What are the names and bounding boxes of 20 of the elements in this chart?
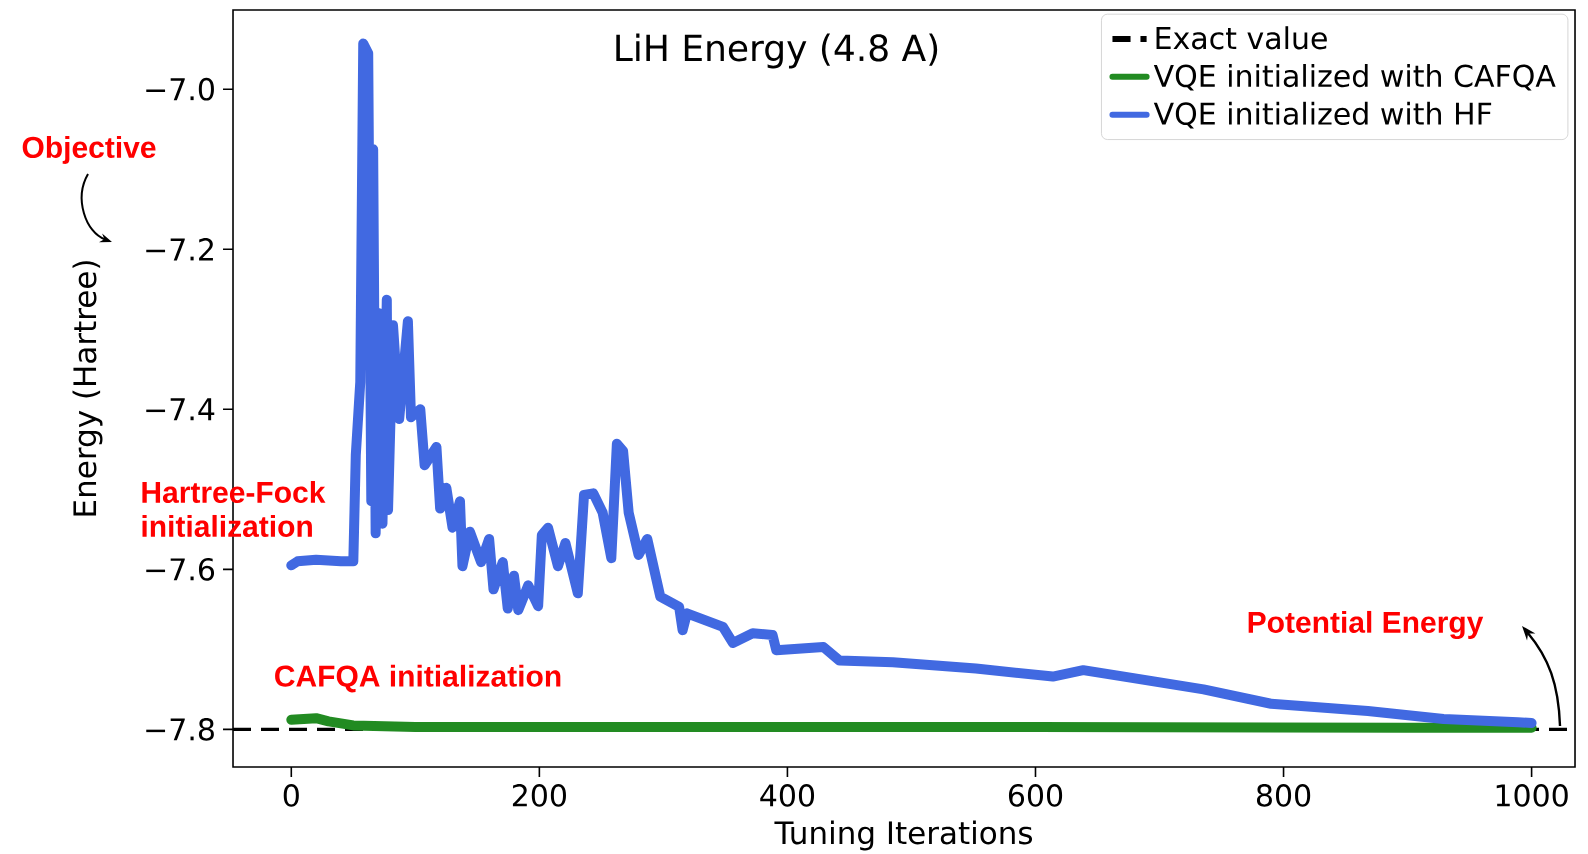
x-tick-label: 800	[1256, 784, 1311, 807]
text: Objective	[22, 136, 156, 164]
annotation: CAFQA initialization	[275, 664, 561, 693]
y-tick-label: −7.0	[146, 77, 214, 101]
y-tick-label: −7.6	[146, 557, 215, 581]
x-tick-label: 400	[760, 784, 815, 807]
legend-label: VQE initialized with HF	[1153, 101, 1492, 129]
legend-label: VQE initialized with CAFQA	[1153, 63, 1556, 91]
y-tick-label: −7.2	[146, 238, 213, 261]
x-axis-title: Tuning Iterations	[774, 820, 1033, 851]
y-tick-label: −7.8	[146, 718, 214, 741]
y-tick-label: −7.4	[146, 398, 215, 421]
x-tick-label: 0	[283, 784, 299, 807]
text: LiH Energy (4.8 A)	[616, 33, 938, 69]
x-tick-label: 1000	[1496, 784, 1568, 807]
annotation: Potential Energy	[1248, 610, 1484, 640]
x-tick-label: 200	[512, 784, 566, 807]
legend-label: Exact value	[1156, 26, 1327, 50]
x-tick-label: 600	[1008, 784, 1063, 807]
y-axis-title: Energy (Hartree)	[72, 261, 103, 516]
